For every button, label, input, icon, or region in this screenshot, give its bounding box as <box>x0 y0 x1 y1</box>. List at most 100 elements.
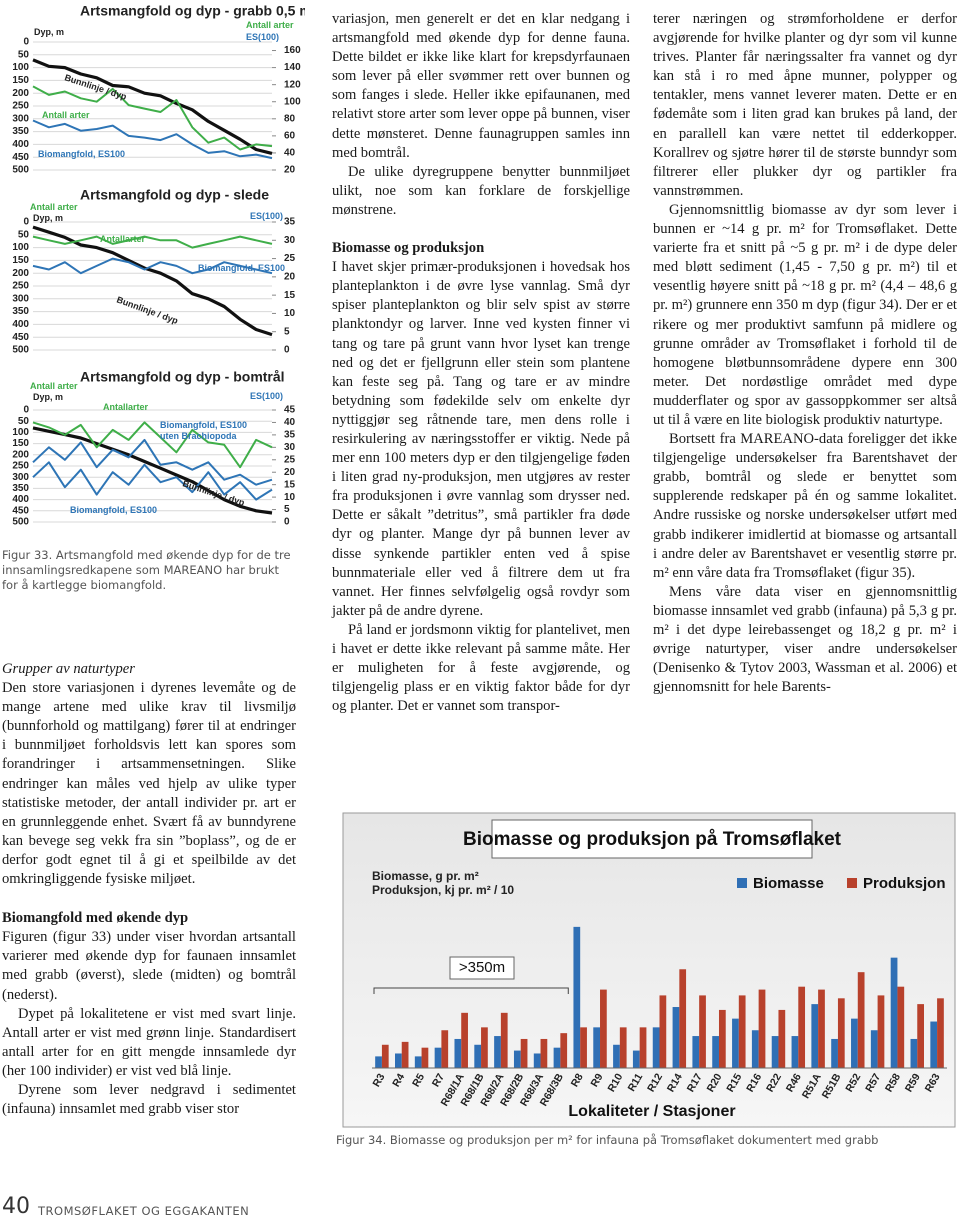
bar <box>910 1038 918 1068</box>
bar <box>434 1047 442 1068</box>
annotation: Biomangfold, ES100 <box>160 420 247 430</box>
bar <box>751 1030 759 1068</box>
series-line <box>32 257 273 275</box>
annotation: >350m <box>459 959 505 976</box>
bar <box>553 1047 561 1068</box>
y-tick-label: 500 <box>12 165 29 176</box>
section-heading: Grupper av naturtyper <box>2 661 135 677</box>
y-tick-label: 150 <box>12 75 29 86</box>
y-tick-label: 100 <box>12 62 29 73</box>
bar <box>593 1027 601 1068</box>
y-tick-label: 400 <box>12 494 29 505</box>
figure-33: Artsmangfold og dyp - grabb 0,5 m² 0 50 100… <box>12 3 305 528</box>
bar <box>613 1044 620 1068</box>
middle-column: variasjon, men generelt er det en klar n… <box>332 10 630 716</box>
bar <box>619 1027 627 1068</box>
publication-name: TROMSØFLAKET OG EGGAKANTEN <box>38 1204 250 1218</box>
y2-tick-label: 30 <box>284 442 296 453</box>
y-tick-label: 200 <box>12 449 29 460</box>
y2-tick-label: 40 <box>284 417 296 428</box>
legend-swatch <box>737 878 747 888</box>
bar <box>692 1036 700 1068</box>
series-line <box>32 58 273 155</box>
paragraph: Den store variasjonen i dyrenes levemåte… <box>2 680 296 888</box>
bar <box>500 1012 508 1068</box>
bar <box>917 1004 924 1068</box>
y-tick-label: 500 <box>12 517 29 528</box>
paragraph: På land er jordsmonn viktig for planteli… <box>332 621 630 715</box>
y-tick-label: 450 <box>12 332 29 343</box>
chart-title: Artsmangfold og dyp - bomtrål <box>80 369 285 385</box>
annotation: Antall arter <box>30 202 78 212</box>
bar <box>533 1053 541 1068</box>
series-line <box>32 119 273 160</box>
y2-tick-label: 40 <box>284 148 296 159</box>
x-tick-label: R3 <box>370 1071 387 1089</box>
bar <box>520 1038 528 1068</box>
series-line <box>32 438 273 486</box>
x-tick-label: R7 <box>430 1071 447 1089</box>
annotation: Bunnlinje / dyp <box>181 478 246 508</box>
bar <box>494 1036 501 1068</box>
title-box <box>491 819 813 859</box>
bar <box>851 1018 858 1068</box>
y-tick-label: 50 <box>18 49 30 60</box>
bar <box>513 1050 521 1068</box>
y2-tick-label: 80 <box>284 113 296 124</box>
paragraph: Dyrene som lever nedgravd i sedimentet (… <box>2 1081 296 1118</box>
paragraph: terer næringen og strømforholdene er der… <box>653 11 957 199</box>
paragraph: Dypet på lokalitetene er vist med svart … <box>2 1005 296 1079</box>
annotation: ES(100) <box>250 211 283 221</box>
paragraph: Figuren (figur 33) under viser hvordan a… <box>2 929 296 1003</box>
y-tick-label: 350 <box>12 483 29 494</box>
bar <box>937 998 944 1068</box>
paragraph: Gjennomsnittlig biomasse av dyr som leve… <box>653 201 957 428</box>
annotation: Biomangfold, ES100 <box>70 505 157 515</box>
bar <box>712 1036 719 1068</box>
x-axis-label: Lokaliteter / Stasjoner <box>568 1103 735 1120</box>
legend-swatch <box>847 878 857 888</box>
bar <box>540 1038 548 1068</box>
y-tick-label: 250 <box>12 461 29 472</box>
y-tick-label: 150 <box>12 255 29 266</box>
bar <box>652 1027 660 1068</box>
x-tick-label: R8 <box>569 1071 586 1089</box>
y-tick-label: 250 <box>12 281 29 292</box>
paragraph: De ulike dyregruppene benytter bunnmiljø… <box>332 163 630 218</box>
bar <box>632 1050 640 1068</box>
paragraph: variasjon, men generelt er det en klar n… <box>332 11 630 161</box>
x-tick-label: R5 <box>410 1071 427 1089</box>
y-tick-label: 300 <box>12 293 29 304</box>
y2-tick-label: 45 <box>284 405 296 416</box>
bar <box>890 957 898 1068</box>
section-heading: Biomangfold med økende dyp <box>2 910 189 927</box>
annotation: Biomangfold, ES100 <box>38 149 125 159</box>
y-tick-label: 400 <box>12 139 29 150</box>
bar <box>679 969 687 1068</box>
bar <box>395 1053 402 1068</box>
paragraph: Bortsett fra MAREANO-data foreligger det… <box>653 431 957 581</box>
annotation: Antall arter <box>246 20 294 30</box>
bar <box>441 1030 449 1068</box>
bar <box>414 1056 422 1068</box>
bar <box>375 1056 382 1068</box>
y-tick-label: 0 <box>23 217 29 228</box>
y2-tick-label: 25 <box>284 253 296 264</box>
bar <box>857 972 865 1068</box>
chart-title: Artsmangfold og dyp - grabb 0,5 m² <box>80 3 305 19</box>
y-axis-label: Produksjon, kj pr. m² / 10 <box>372 883 514 897</box>
annotation: Dyp, m <box>33 392 63 402</box>
chart-frame <box>342 812 956 1128</box>
y-tick-label: 200 <box>12 268 29 279</box>
y-tick-label: 350 <box>12 126 29 137</box>
annotation: Antall arter <box>42 110 90 120</box>
chart-title: Biomasse og produksjon på Tromsøflaket <box>463 829 842 850</box>
y2-tick-label: 35 <box>284 430 296 441</box>
bar <box>771 1036 779 1068</box>
bar <box>758 989 766 1068</box>
bar <box>401 1041 409 1068</box>
y2-tick-label: 35 <box>284 217 296 228</box>
bar <box>738 995 746 1068</box>
annotation: Antallarter <box>100 234 146 244</box>
